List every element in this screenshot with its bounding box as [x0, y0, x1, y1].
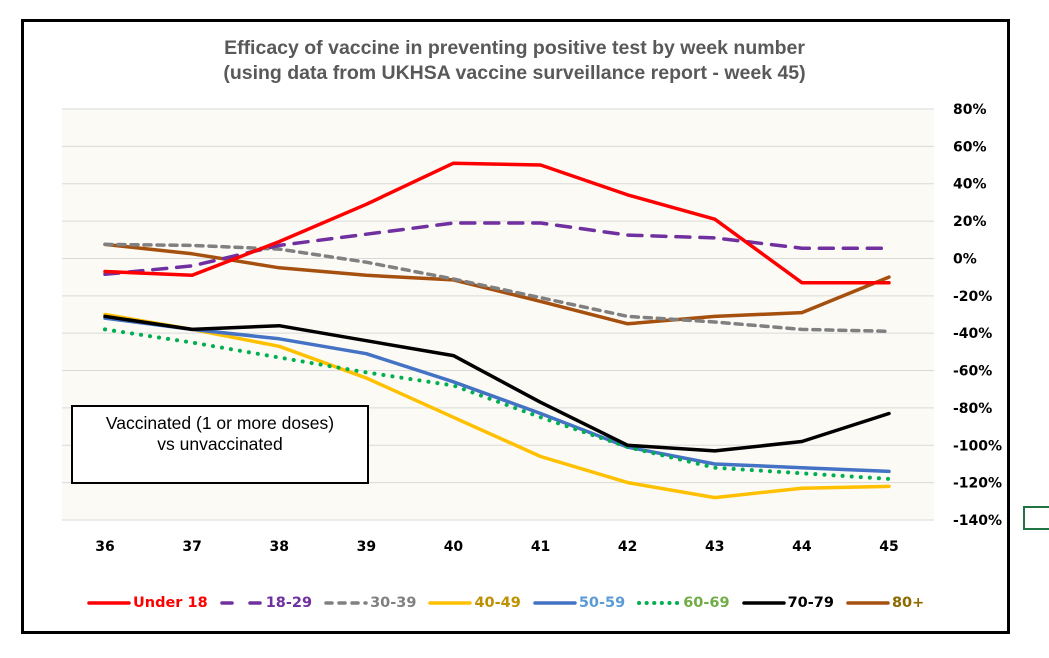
- y-tick-label: -20%: [953, 289, 992, 305]
- x-tick-label: 44: [792, 539, 812, 555]
- x-tick-label: 39: [357, 539, 376, 555]
- legend-swatch: [741, 601, 786, 605]
- legend-item-40-49[interactable]: 40-49: [427, 595, 521, 611]
- series-line-50-59[interactable]: [103, 316, 891, 474]
- legend-swatch: [87, 601, 131, 605]
- y-tick-label: 20%: [953, 214, 987, 230]
- y-axis-tick-labels: 80% 60% 40% 20% 0% -20% -40% -60% -80% -100% -120%…: [953, 102, 1002, 529]
- legend-swatch: [219, 601, 264, 605]
- legend-item-60-69[interactable]: 60-69: [636, 595, 730, 611]
- gridlines: [62, 108, 934, 521]
- series-line-under-18[interactable]: [103, 161, 891, 285]
- x-tick-label: 37: [182, 539, 201, 555]
- x-tick-label: 36: [95, 539, 114, 555]
- series-line-60-69[interactable]: [103, 327, 891, 481]
- legend-swatch: [428, 601, 473, 605]
- y-tick-label: -40%: [953, 326, 992, 342]
- legend-item-18-29[interactable]: 18-29: [219, 595, 312, 611]
- y-tick-label: 40%: [953, 177, 987, 193]
- legend-item-70-79[interactable]: 70-79: [741, 595, 834, 611]
- annotation-line-2: vs unvaccinated: [157, 434, 283, 454]
- legend-label: Under 18: [133, 595, 208, 611]
- legend[interactable]: Under 18 18-29 30-39 40-49 50-59 60-69 70-79 80…: [86, 592, 935, 614]
- x-tick-label: 40: [444, 539, 464, 555]
- y-tick-label: -140%: [953, 513, 1002, 529]
- legend-item-50-59[interactable]: 50-59: [532, 595, 625, 611]
- legend-swatch: [846, 601, 890, 605]
- series-line-30-39[interactable]: [103, 242, 891, 334]
- legend-swatch: [533, 601, 577, 605]
- x-tick-label: 38: [269, 539, 288, 555]
- legend-label: 80+: [891, 595, 925, 611]
- x-axis-tick-labels: 36 37 38 39 40 41 42 43 44 45: [95, 539, 898, 555]
- legend-swatch: [324, 601, 368, 605]
- chart-title: Efficacy of vaccine in preventing positi…: [0, 36, 1029, 86]
- y-tick-label: 0%: [953, 251, 977, 267]
- y-tick-label: 60%: [953, 139, 987, 155]
- series-line-18-29[interactable]: [103, 221, 891, 277]
- legend-label: 18-29: [265, 595, 313, 611]
- annotation-line-1: Vaccinated (1 or more doses): [105, 413, 335, 433]
- x-tick-label: 41: [531, 539, 550, 555]
- y-tick-label: -60%: [953, 364, 992, 380]
- y-tick-label: -120%: [953, 476, 1002, 492]
- annotation-textbox[interactable]: Vaccinated (1 or more doses) vs unvaccin…: [71, 405, 369, 484]
- chart-title-line-2: (using data from UKHSA vaccine surveilla…: [223, 62, 806, 84]
- chart-title-line-1: Efficacy of vaccine in preventing positi…: [224, 37, 805, 59]
- y-tick-label: -100%: [953, 438, 1002, 454]
- legend-label: 70-79: [787, 595, 834, 611]
- x-tick-label: 45: [879, 539, 898, 555]
- x-tick-label: 43: [705, 539, 724, 555]
- legend-label: 40-49: [474, 595, 521, 611]
- series-lines: [103, 161, 891, 500]
- legend-label: 50-59: [578, 595, 626, 611]
- legend-item-30-39[interactable]: 30-39: [323, 595, 416, 611]
- series-line-40-49[interactable]: [103, 312, 891, 500]
- legend-item-under-18[interactable]: Under 18: [86, 595, 208, 611]
- legend-item-80[interactable]: 80+: [845, 595, 924, 611]
- x-tick-label: 42: [618, 539, 637, 555]
- y-tick-label: -80%: [953, 401, 992, 417]
- legend-swatch: [637, 601, 682, 605]
- legend-label: 60-69: [683, 595, 730, 611]
- legend-label: 30-39: [370, 595, 417, 611]
- y-tick-label: 80%: [953, 102, 987, 118]
- cell-selection-indicator[interactable]: [1023, 506, 1049, 530]
- series-line-70-79[interactable]: [103, 314, 891, 453]
- series-line-80[interactable]: [103, 242, 891, 326]
